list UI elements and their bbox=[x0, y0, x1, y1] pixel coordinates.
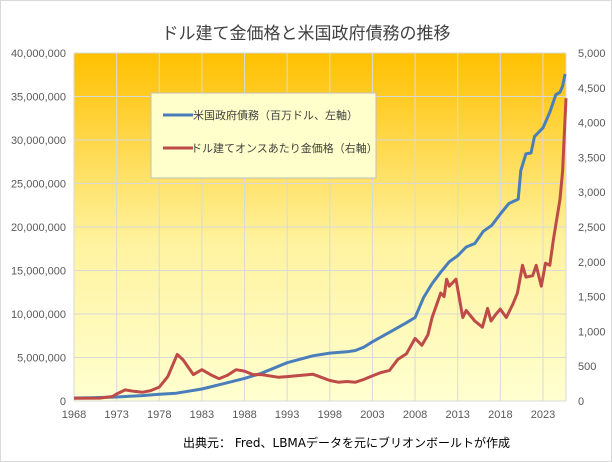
y-right-tick-label: 3,500 bbox=[578, 152, 606, 164]
y-right-tick-label: 4,500 bbox=[578, 83, 606, 95]
x-tick-label: 2018 bbox=[488, 409, 512, 421]
x-tick-label: 1973 bbox=[104, 409, 128, 421]
y-left-tick-label: 35,000,000 bbox=[11, 92, 66, 104]
y-right-tick-label: 1,000 bbox=[578, 326, 606, 338]
y-right-tick-label: 500 bbox=[578, 361, 596, 373]
x-tick-label: 1993 bbox=[275, 409, 299, 421]
legend-label-gold: ドル建てオンスあたり金価格（右軸） bbox=[191, 141, 378, 155]
x-tick-label: 2003 bbox=[360, 409, 384, 421]
chart-title: ドル建て金価格と米国政府債務の推移 bbox=[162, 24, 451, 44]
x-tick-label: 2008 bbox=[403, 409, 427, 421]
x-tick-label: 1998 bbox=[318, 409, 342, 421]
gold-price-line bbox=[73, 98, 568, 400]
x-tick-label: 2013 bbox=[445, 409, 469, 421]
y-right-tick-label: 5,000 bbox=[578, 48, 606, 60]
y-left-tick-label: 0 bbox=[60, 396, 66, 408]
y-left-tick-label: 10,000,000 bbox=[11, 309, 66, 321]
y-right-tick-label: 1,500 bbox=[578, 292, 606, 304]
x-tick-label: 1968 bbox=[62, 409, 86, 421]
y-right-tick-label: 0 bbox=[578, 396, 584, 408]
y-left-tick-label: 5,000,000 bbox=[17, 353, 66, 365]
y-left-tick-label: 40,000,000 bbox=[11, 48, 66, 60]
y-left-tick-label: 20,000,000 bbox=[11, 222, 66, 234]
y-left-tick-label: 15,000,000 bbox=[11, 266, 66, 278]
y-right-tick-label: 4,000 bbox=[578, 118, 606, 130]
x-tick-label: 1983 bbox=[190, 409, 214, 421]
source-note: 出典元： Fred、LBMAデータを元にブリオンボールトが作成 bbox=[183, 435, 510, 450]
debt-line bbox=[73, 73, 567, 400]
legend: 米国政府債務（百万ドル、左軸） ドル建てオンスあたり金価格（右軸） bbox=[150, 92, 378, 179]
y-left-tick-label: 25,000,000 bbox=[11, 179, 66, 191]
x-tick-label: 2023 bbox=[531, 409, 555, 421]
x-tick-label: 1978 bbox=[147, 409, 171, 421]
y-right-tick-label: 2,500 bbox=[578, 222, 606, 234]
y-right-tick-label: 3,000 bbox=[578, 187, 606, 199]
y-right-tick-label: 2,000 bbox=[578, 257, 606, 269]
legend-label-debt: 米国政府債務（百万ドル、左軸） bbox=[193, 108, 358, 122]
y-left-tick-label: 30,000,000 bbox=[11, 135, 66, 147]
x-tick-label: 1988 bbox=[232, 409, 256, 421]
